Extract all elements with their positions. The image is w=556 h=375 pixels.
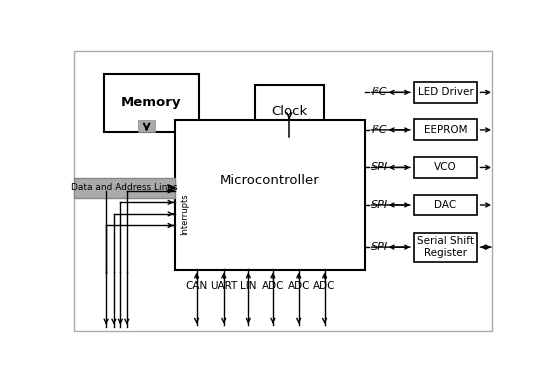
Text: LED Driver: LED Driver [418, 87, 473, 98]
Text: LIN: LIN [240, 281, 256, 291]
Text: CAN: CAN [186, 281, 208, 291]
Bar [255, 86, 324, 137]
Text: Microcontroller: Microcontroller [220, 174, 320, 187]
Bar [138, 120, 155, 132]
Text: Serial Shift
Register: Serial Shift Register [417, 236, 474, 258]
Text: I²C: I²C [371, 87, 387, 98]
Bar [104, 74, 199, 132]
Bar [414, 157, 476, 178]
Text: ADC: ADC [314, 281, 336, 291]
Bar [414, 82, 476, 103]
Text: Data and Address Lines: Data and Address Lines [71, 183, 178, 192]
Text: ADC: ADC [287, 281, 310, 291]
Bar [74, 178, 175, 198]
Text: I²C: I²C [371, 125, 387, 135]
Text: ADC: ADC [262, 281, 284, 291]
Text: Memory: Memory [121, 96, 182, 109]
Bar [414, 120, 476, 140]
Text: SPI: SPI [371, 162, 388, 172]
Text: UART: UART [210, 281, 237, 291]
Bar [175, 120, 365, 270]
Text: SPI: SPI [371, 200, 388, 210]
Text: SPI: SPI [371, 242, 388, 252]
Bar [414, 232, 476, 262]
Text: DAC: DAC [434, 200, 456, 210]
Text: Clock: Clock [271, 105, 307, 118]
Text: VCO: VCO [434, 162, 457, 172]
Text: Interrupts: Interrupts [180, 193, 189, 235]
Text: EEPROM: EEPROM [424, 125, 467, 135]
Bar [414, 195, 476, 215]
